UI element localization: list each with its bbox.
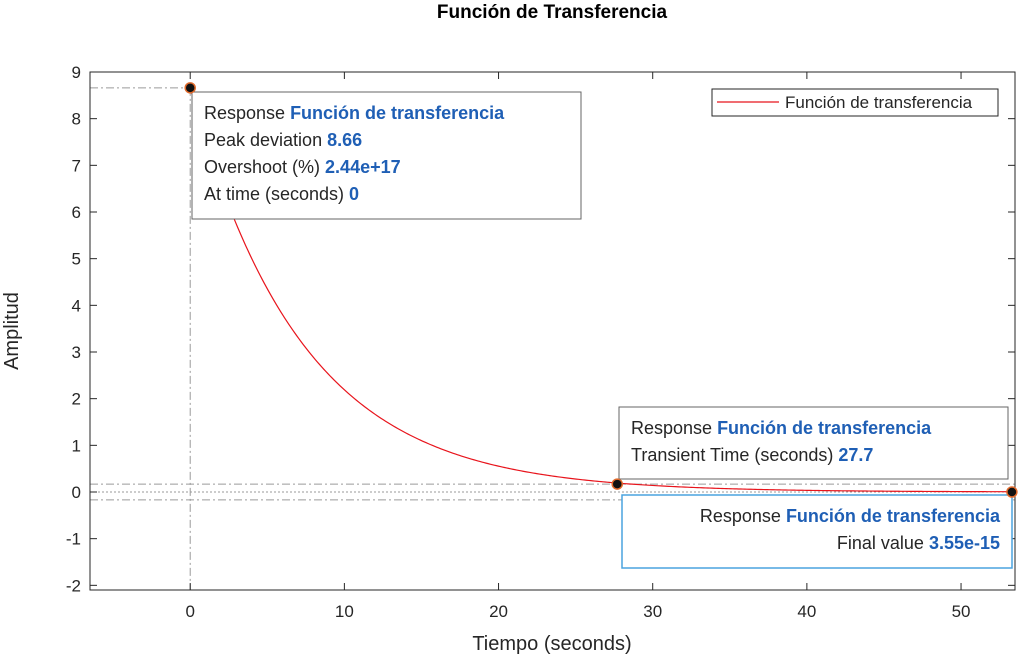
datatip-value: Función de transferencia — [290, 103, 505, 123]
y-tick-label: 6 — [72, 203, 81, 222]
y-axis-label: Amplitud — [1, 292, 23, 370]
y-tick-label: -2 — [66, 576, 81, 595]
datatip-line: Response Función de transferencia — [700, 506, 1001, 526]
datatip-transient[interactable]: Response Función de transferencia Transie… — [618, 406, 1009, 480]
legend-entry-label: Función de transferencia — [785, 93, 973, 112]
datatip-line: Response Función de transferencia — [631, 418, 932, 438]
datatip-label: Overshoot (%) — [204, 157, 325, 177]
datatip-box — [191, 91, 582, 220]
datatip-line: Response Función de transferencia — [204, 103, 505, 123]
datatip-box — [621, 494, 1013, 569]
datatip-label: Peak deviation — [204, 130, 327, 150]
y-tick-label: 4 — [72, 296, 81, 315]
datatip-label: Final value — [837, 533, 929, 553]
y-tick-label: 2 — [72, 390, 81, 409]
x-tick-label: 10 — [335, 602, 354, 621]
marker-final[interactable] — [1006, 486, 1018, 498]
data-markers — [184, 82, 1018, 498]
datatip-label: At time (seconds) — [204, 184, 349, 204]
datatip-line: At time (seconds) 0 — [204, 184, 359, 204]
response-curve — [189, 87, 1012, 493]
x-tick-label: 30 — [643, 602, 662, 621]
data-tips: Response Función de transferencia Peak de… — [191, 91, 1013, 569]
datatip-box — [618, 406, 1009, 480]
y-tick-label: 1 — [72, 436, 81, 455]
y-tick-label: 7 — [72, 156, 81, 175]
datatip-line: Peak deviation 8.66 — [204, 130, 362, 150]
x-axis-label: Tiempo (seconds) — [472, 633, 631, 655]
y-tick-label: 5 — [72, 250, 81, 269]
datatip-value: 3.55e-15 — [929, 533, 1000, 553]
x-tick-label: 20 — [489, 602, 508, 621]
datatip-label: Transient Time (seconds) — [631, 445, 838, 465]
datatip-line: Final value 3.55e-15 — [837, 533, 1000, 553]
y-tick-label: 0 — [72, 483, 81, 502]
chart-title: Función de Transferencia — [437, 2, 668, 23]
y-tick-label: 9 — [72, 63, 81, 82]
axis-ticks: 0 10 20 30 40 50 -2 -1 0 1 2 3 4 5 6 7 8 9 — [66, 63, 1015, 621]
datatip-line: Overshoot (%) 2.44e+17 — [204, 157, 401, 177]
marker-peak[interactable] — [184, 82, 196, 94]
response-curve-layer — [189, 87, 1012, 493]
datatip-value: Función de transferencia — [786, 506, 1001, 526]
y-tick-label: 8 — [72, 110, 81, 129]
datatip-value: 8.66 — [327, 130, 362, 150]
marker-transient[interactable] — [611, 478, 623, 490]
datatip-peak[interactable]: Response Función de transferencia Peak de… — [191, 91, 582, 220]
axes-box — [89, 71, 1016, 591]
datatip-label: Response — [204, 103, 290, 123]
x-tick-label: 50 — [952, 602, 971, 621]
legend[interactable]: Función de transferencia — [711, 88, 999, 117]
datatip-line: Transient Time (seconds) 27.7 — [631, 445, 873, 465]
y-tick-label: 3 — [72, 343, 81, 362]
y-tick-label: -1 — [66, 530, 81, 549]
datatip-value: 27.7 — [838, 445, 873, 465]
x-tick-label: 40 — [797, 602, 816, 621]
datatip-value: 0 — [349, 184, 359, 204]
datatip-value: Función de transferencia — [717, 418, 932, 438]
x-tick-label: 0 — [185, 602, 194, 621]
datatip-label: Response — [631, 418, 717, 438]
datatip-final[interactable]: Response Función de transferencia Final v… — [621, 494, 1013, 569]
datatip-label: Response — [700, 506, 786, 526]
datatip-value: 2.44e+17 — [325, 157, 401, 177]
